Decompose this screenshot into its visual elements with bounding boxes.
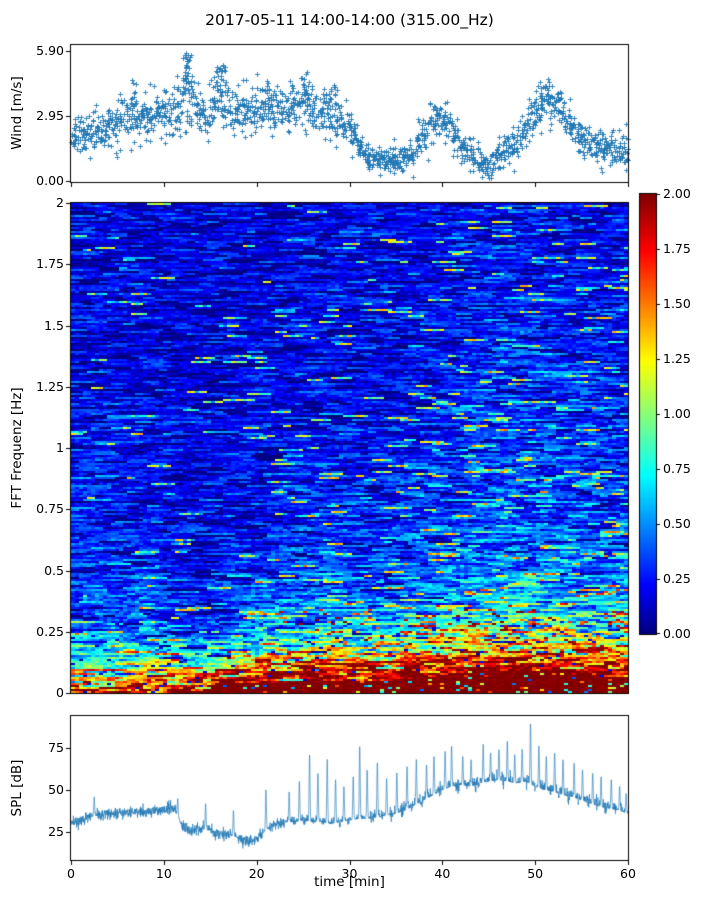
fft-ytick-label: 1.75 <box>36 256 64 272</box>
colorbar-tick-label: 1.00 <box>663 406 691 421</box>
fft-ytick-label: 0.75 <box>36 501 64 517</box>
fft-ytick-label: 1.25 <box>36 378 64 394</box>
colorbar-tick-label: 0.25 <box>663 571 691 586</box>
wind-y-axis-label: Wind [m/s] <box>9 76 25 150</box>
spl-ytick-label: 50 <box>48 781 64 797</box>
colorbar-tick-label: 2.00 <box>663 186 691 201</box>
x-axis-label: time [min] <box>314 874 385 890</box>
fft-ytick-label: 1 <box>56 440 64 455</box>
fft-ytick-label: 0.5 <box>44 562 64 578</box>
xtick-label: 20 <box>248 866 265 881</box>
colorbar-tick-label: 0.00 <box>663 626 691 641</box>
fft-ytick-label: 0.25 <box>36 623 64 639</box>
xtick-label: 60 <box>620 866 636 881</box>
spl-y-axis-label: SPL [dB] <box>9 759 25 817</box>
colorbar-tick-label: 0.50 <box>663 516 691 531</box>
xtick-label: 30 <box>341 866 358 881</box>
xtick-label: 40 <box>434 866 451 881</box>
wind-ytick-label: 0.00 <box>36 173 64 188</box>
spl-ytick-label: 25 <box>48 824 64 840</box>
spl-ytick-label: 75 <box>48 739 64 755</box>
xtick-label: 0 <box>67 866 75 881</box>
chart-title: 2017-05-11 14:00-14:00 (315.00_Hz) <box>205 11 494 29</box>
fft-ytick-label: 2 <box>56 195 64 210</box>
xtick-label: 10 <box>155 866 172 881</box>
colorbar-tick-label: 1.25 <box>663 351 691 366</box>
colorbar-tick-label: 0.75 <box>663 461 691 476</box>
wind-ytick-label: 2.95 <box>36 107 64 123</box>
fft-y-axis-label: FFT Frequenz [Hz] <box>9 387 25 509</box>
fft-ytick-label: 0 <box>56 685 64 700</box>
fft-ytick-label: 1.5 <box>44 317 64 333</box>
xtick-label: 50 <box>527 866 544 881</box>
colorbar-tick-label: 1.75 <box>663 241 691 256</box>
colorbar-tick-label: 1.50 <box>663 296 691 311</box>
wind-ytick-label: 5.90 <box>36 42 64 58</box>
